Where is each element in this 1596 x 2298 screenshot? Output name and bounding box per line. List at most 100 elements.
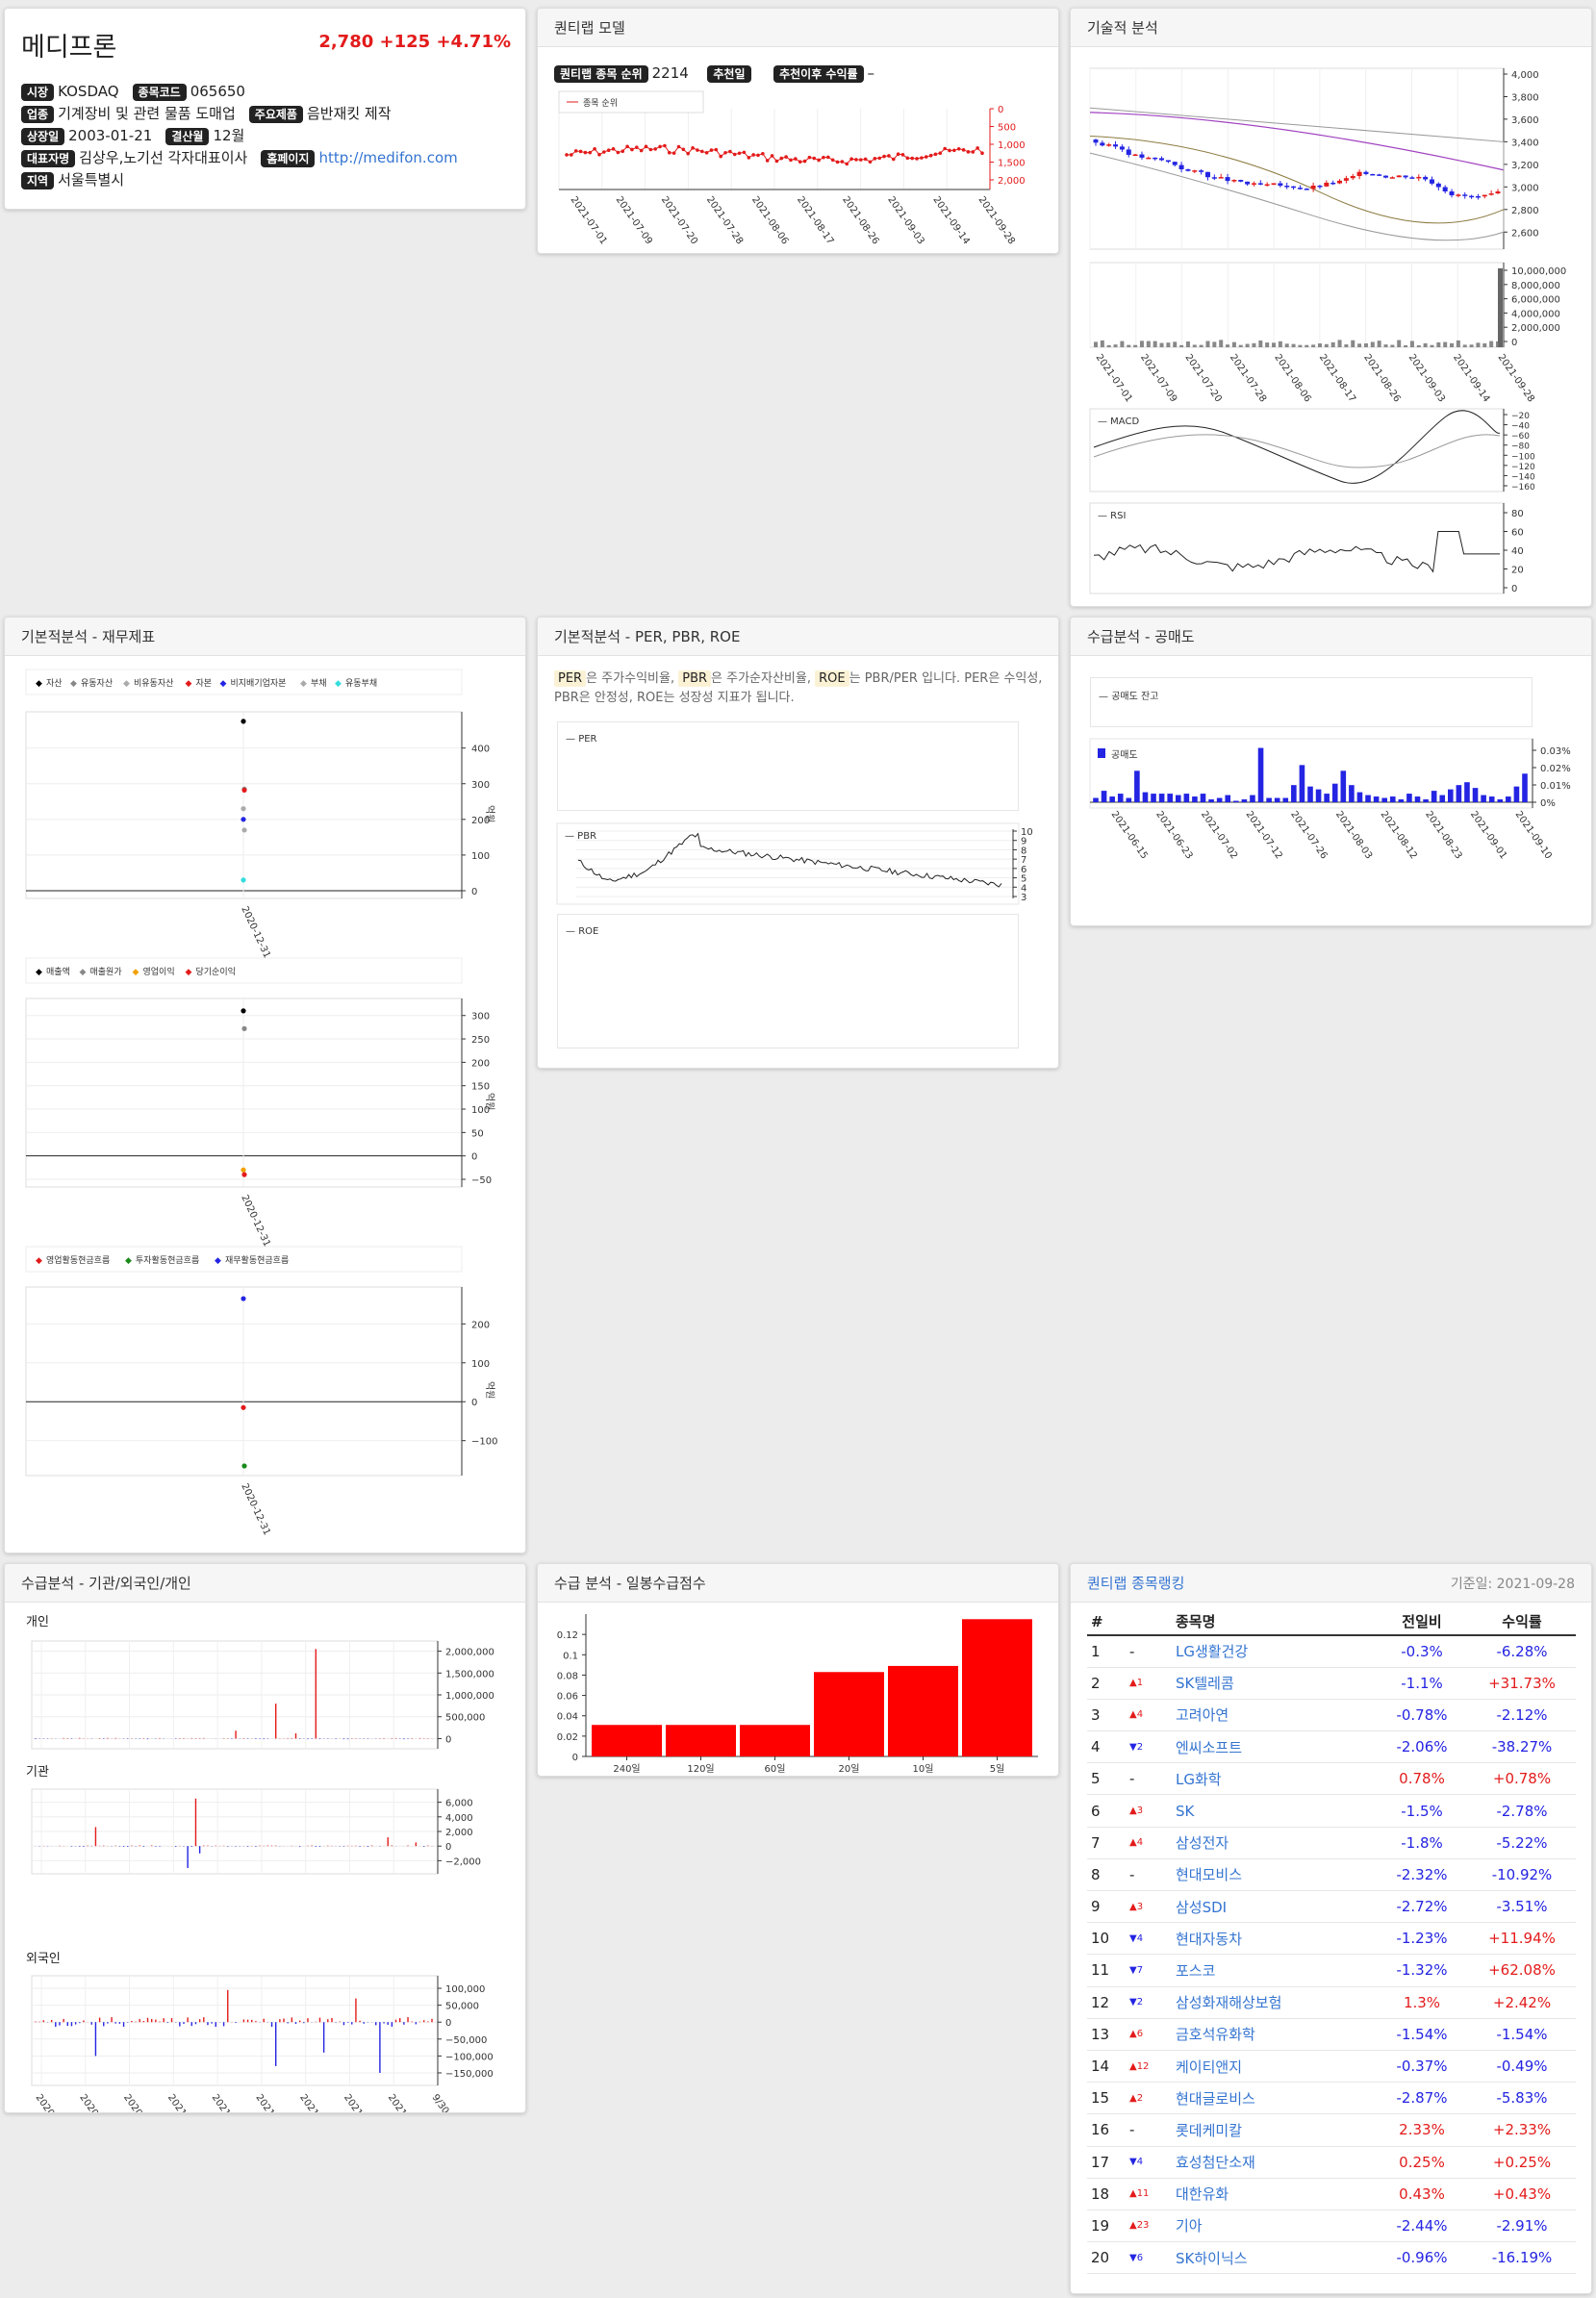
candle-body xyxy=(1343,178,1349,181)
stock-name-link[interactable]: 현대모비스 xyxy=(1172,1858,1376,1892)
tech-x-tick: 2021-09-03 xyxy=(1406,352,1447,404)
stock-name-link[interactable]: LG생활건강 xyxy=(1172,1635,1376,1668)
rsi-y-tick: 20 xyxy=(1511,566,1524,576)
rank-movement: ▲2 xyxy=(1126,2082,1172,2115)
ranking-row[interactable]: 13 ▲6 금호석유화학 -1.54% -1.54% xyxy=(1087,2018,1576,2051)
legend-item: 매출액 xyxy=(46,966,70,977)
stock-name-link[interactable]: LG화학 xyxy=(1172,1762,1376,1796)
return-rate: +0.78% xyxy=(1468,1762,1576,1796)
stock-name-link[interactable]: 롯데케미칼 xyxy=(1172,2113,1376,2147)
ranking-row[interactable]: 7 ▲4 삼성전자 -1.8% -5.22% xyxy=(1087,1827,1576,1859)
rec-return-value: – xyxy=(867,64,875,82)
quant-rank-point xyxy=(975,146,979,150)
stock-name-link[interactable]: 삼성SDI xyxy=(1172,1890,1376,1924)
tech-x-tick: 2021-07-09 xyxy=(1138,352,1178,404)
quant-rank-point xyxy=(704,150,709,155)
short-bar xyxy=(1315,789,1322,802)
stock-name-link[interactable]: 삼성화재해상보험 xyxy=(1172,1986,1376,2019)
rank-movement: ▲6 xyxy=(1126,2018,1172,2051)
ranking-row[interactable]: 5 - LG화학 0.78% +0.78% xyxy=(1087,1762,1576,1796)
ranking-row[interactable]: 12 ▼2 삼성화재해상보험 1.3% +2.42% xyxy=(1087,1986,1576,2019)
ceo-tag: 대표자명 xyxy=(21,150,76,167)
ranking-row[interactable]: 4 ▼2 엔씨소프트 -2.06% -38.27% xyxy=(1087,1730,1576,1764)
fund-point xyxy=(241,806,246,812)
stock-name-link[interactable]: SK xyxy=(1172,1794,1376,1828)
quant-rank-point xyxy=(915,157,919,161)
homepage-link[interactable]: http://medifon.com xyxy=(318,149,458,166)
quant-rank-point xyxy=(784,155,788,159)
return-rate: -16.19% xyxy=(1468,2241,1576,2275)
price-y-tick: 3,000 xyxy=(1511,183,1539,193)
stock-name-link[interactable]: 삼성전자 xyxy=(1172,1827,1376,1859)
industry-value: 기계장비 및 관련 물품 도매업 xyxy=(58,105,236,122)
pbr-line xyxy=(577,832,1002,888)
stock-name-link[interactable]: SK텔레콤 xyxy=(1172,1667,1376,1700)
short-bar xyxy=(1414,796,1421,802)
macd-y-tick: −100 xyxy=(1511,452,1535,462)
rank-number: 12 xyxy=(1087,1986,1126,2019)
stock-name-link[interactable]: SK하이닉스 xyxy=(1172,2241,1376,2275)
ranking-row[interactable]: 9 ▲3 삼성SDI -2.72% -3.51% xyxy=(1087,1890,1576,1924)
ranking-row[interactable]: 3 ▲4 고려아연 -0.78% -2.12% xyxy=(1087,1699,1576,1732)
ranking-row[interactable]: 14 ▲12 케이티앤지 -0.37% -0.49% xyxy=(1087,2050,1576,2083)
ranking-row[interactable]: 8 - 현대모비스 -2.32% -10.92% xyxy=(1087,1858,1576,1892)
quant-x-tick: 2021-09-14 xyxy=(930,194,971,246)
stock-name-link[interactable]: 금호석유화학 xyxy=(1172,2018,1376,2051)
stock-name-link[interactable]: 케이티앤지 xyxy=(1172,2050,1376,2083)
ranking-row[interactable]: 10 ▼4 현대자동차 -1.23% +11.94% xyxy=(1087,1922,1576,1956)
pbr-y-tick: 7 xyxy=(1021,855,1026,866)
short-bar xyxy=(1101,791,1107,802)
ranking-row[interactable]: 18 ▲11 대한유화 0.43% +0.43% xyxy=(1087,2178,1576,2210)
stock-name-link[interactable]: 대한유화 xyxy=(1172,2178,1376,2210)
ranking-title-link[interactable]: 퀀티랩 종목랭킹 xyxy=(1087,1575,1185,1592)
volume-bar xyxy=(1265,342,1270,347)
stock-name-link[interactable]: 효성첨단소재 xyxy=(1172,2146,1376,2179)
pbr-y-tick: 9 xyxy=(1021,837,1026,847)
legend-item: 유동부채 xyxy=(345,678,377,689)
day-change: 2.33% xyxy=(1376,2113,1468,2147)
stock-name-link[interactable]: 고려아연 xyxy=(1172,1699,1376,1732)
return-rate: -1.54% xyxy=(1468,2018,1576,2051)
short-bar xyxy=(1200,794,1206,802)
ranking-row[interactable]: 16 - 롯데케미칼 2.33% +2.33% xyxy=(1087,2113,1576,2147)
ranking-row[interactable]: 2 ▲1 SK텔레콤 -1.1% +31.73% xyxy=(1087,1667,1576,1700)
stock-name-link[interactable]: 현대자동차 xyxy=(1172,1922,1376,1956)
score-bar xyxy=(888,1665,958,1756)
ranking-row[interactable]: 19 ▲23 기아 -2.44% -2.91% xyxy=(1087,2210,1576,2243)
ranking-row[interactable]: 20 ▼6 SK하이닉스 -0.96% -16.19% xyxy=(1087,2241,1576,2275)
candle-body xyxy=(1231,180,1237,182)
rank-number: 13 xyxy=(1087,2018,1126,2051)
quant-rank-point xyxy=(583,150,588,155)
ranking-row[interactable]: 6 ▲3 SK -1.5% -2.78% xyxy=(1087,1794,1576,1828)
ranking-row[interactable]: 17 ▼4 효성첨단소재 0.25% +0.25% xyxy=(1087,2146,1576,2179)
ranking-row[interactable]: 1 - LG생활건강 -0.3% -6.28% xyxy=(1087,1635,1576,1668)
price-y-tick: 4,000 xyxy=(1511,70,1539,81)
ranking-row[interactable]: 15 ▲2 현대글로비스 -2.87% -5.83% xyxy=(1087,2082,1576,2115)
flow-y-tick: 500,000 xyxy=(445,1713,485,1724)
volume-bar xyxy=(1219,340,1224,347)
market-tag: 시장 xyxy=(21,84,55,101)
rank-movement: - xyxy=(1126,2113,1172,2147)
quant-rank-point xyxy=(948,148,951,153)
short-bar xyxy=(1472,788,1479,802)
tech-x-tick: 2021-07-01 xyxy=(1094,352,1134,404)
stock-name-link[interactable]: 기아 xyxy=(1172,2210,1376,2243)
stock-name-link[interactable]: 현대글로비스 xyxy=(1172,2082,1376,2115)
volume-bar xyxy=(1298,344,1303,347)
quant-rank-point xyxy=(570,153,573,157)
volume-bar xyxy=(1317,343,1322,347)
fund-x-tick: 2020-12-31 xyxy=(239,1482,272,1537)
ranking-row[interactable]: 11 ▼7 포스코 -1.32% +62.08% xyxy=(1087,1954,1576,1987)
quant-rank-point xyxy=(770,154,774,158)
legend-marker: ◆ xyxy=(36,679,42,689)
card-header: 퀀티랩 모델 xyxy=(538,9,1058,47)
short-bar xyxy=(1481,795,1486,802)
candle-body xyxy=(1178,164,1184,170)
stock-name-link[interactable]: 포스코 xyxy=(1172,1954,1376,1987)
return-rate: -3.51% xyxy=(1468,1890,1576,1924)
candle-body xyxy=(1482,194,1487,197)
listed-value: 2003-01-21 xyxy=(68,127,153,144)
volume-bar xyxy=(1324,343,1329,347)
volume-bar xyxy=(1456,340,1460,347)
stock-name-link[interactable]: 엔씨소프트 xyxy=(1172,1730,1376,1764)
